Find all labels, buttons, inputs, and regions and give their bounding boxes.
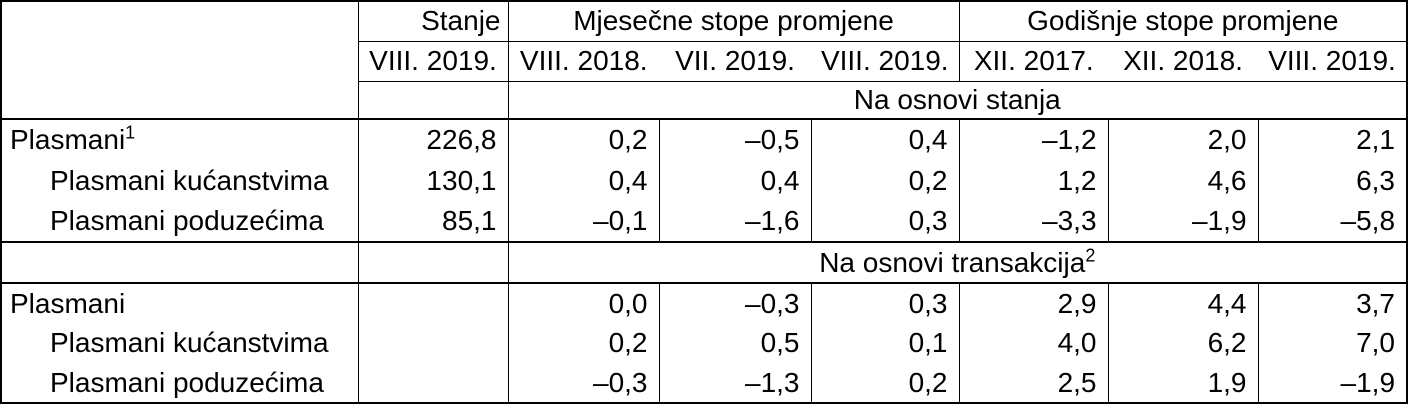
value-cell: 1,2	[958, 160, 1109, 201]
value-cell: 2,9	[958, 283, 1109, 323]
value-cell: –0,1	[507, 201, 659, 242]
row-label-text: Plasmani kućanstvima	[50, 327, 329, 358]
value-cell	[357, 363, 508, 403]
col-header-stanje-date: VIII. 2019.	[357, 41, 508, 82]
row-label-footnote: 1	[125, 122, 136, 143]
annual-group-header: Godišnje stope promjene	[958, 1, 1408, 42]
value-cell: –1,3	[658, 363, 811, 403]
col-header-annual-date-2: XII. 2018.	[1108, 41, 1259, 82]
value-cell: 1,9	[1107, 363, 1259, 403]
value-cell: –0,3	[507, 363, 659, 403]
value-cell: 0,2	[810, 160, 960, 201]
row-label-text: Plasmani	[10, 287, 126, 319]
value-cell	[357, 283, 508, 323]
table-row: Plasmani 0,0 –0,3 0,3 2,9 4,4 3,7	[1, 283, 1408, 323]
value-cell: 0,4	[507, 160, 659, 201]
value-cell: –5,8	[1257, 201, 1408, 242]
table-row: Plasmani1 226,8 0,2 –0,5 0,4 –1,2 2,0 2,…	[1, 119, 1408, 160]
value-cell: 2,1	[1257, 119, 1408, 160]
value-cell: 0,3	[810, 201, 960, 242]
value-cell: –3,3	[958, 201, 1109, 242]
value-cell: –1,9	[1107, 201, 1259, 242]
row-label-text: Plasmani poduzećima	[50, 205, 324, 236]
value-cell: 4,0	[958, 323, 1109, 363]
table-row: Plasmani kućanstvima 0,2 0,5 0,1 4,0 6,2…	[1, 323, 1408, 363]
value-cell: 0,2	[507, 119, 659, 160]
stanje-group-header: Stanje	[357, 1, 508, 42]
table-row: Plasmani kućanstvima 130,1 0,4 0,4 0,2 1…	[1, 160, 1408, 201]
empty-cell	[1, 241, 358, 284]
value-cell: –1,9	[1257, 363, 1408, 403]
row-label-text: Plasmani poduzećima	[50, 366, 324, 398]
value-cell: 0,4	[810, 119, 960, 160]
table-row: Plasmani poduzećima –0,3 –1,3 0,2 2,5 1,…	[1, 363, 1408, 403]
monthly-group-header: Mjesečne stope promjene	[507, 1, 960, 42]
value-cell: –0,3	[658, 283, 811, 323]
section-header-stanja: Na osnovi stanja	[1, 81, 1408, 120]
section-title-text: Na osnovi stanja	[853, 83, 1061, 115]
value-cell: –1,6	[658, 201, 811, 242]
value-cell: 2,0	[1107, 119, 1259, 160]
value-cell: –1,2	[958, 119, 1109, 160]
value-cell: 0,1	[810, 323, 960, 363]
row-label: Plasmani kućanstvima	[1, 323, 358, 363]
section-header-transakcija: Na osnovi transakcija2	[1, 241, 1408, 284]
row-label: Plasmani kućanstvima	[1, 160, 358, 201]
value-cell: 0,4	[658, 160, 811, 201]
col-header-monthly-date-3: VIII. 2019.	[811, 41, 960, 82]
value-cell: –0,5	[658, 119, 811, 160]
empty-cell	[357, 81, 508, 120]
row-label: Plasmani poduzećima	[1, 363, 358, 403]
value-cell: 0,2	[810, 363, 960, 403]
value-cell: 4,6	[1107, 160, 1259, 201]
col-header-annual-date-1: XII. 2017.	[958, 41, 1109, 82]
value-cell: 0,5	[658, 323, 811, 363]
empty-cell	[357, 241, 508, 284]
value-cell: 0,2	[507, 323, 659, 363]
corner-cell	[1, 1, 358, 120]
section-title-transakcija: Na osnovi transakcija2	[507, 241, 1408, 284]
row-label: Plasmani	[1, 283, 358, 323]
col-header-monthly-date-2: VII. 2019.	[659, 41, 811, 82]
value-cell: 6,2	[1107, 323, 1259, 363]
value-cell: 0,3	[810, 283, 960, 323]
col-header-monthly-date-1: VIII. 2018.	[507, 41, 659, 82]
value-cell: 0,0	[507, 283, 659, 323]
row-label: Plasmani1	[1, 119, 358, 160]
value-cell: 7,0	[1257, 323, 1408, 363]
value-cell: 85,1	[357, 201, 508, 242]
section-title-footnote: 2	[1085, 245, 1096, 266]
section-title-stanja: Na osnovi stanja	[507, 81, 1408, 120]
value-cell: 130,1	[357, 160, 508, 201]
header-row-dates: VIII. 2019. VIII. 2018. VII. 2019. VIII.…	[1, 41, 1408, 82]
value-cell: 4,4	[1107, 283, 1259, 323]
row-label: Plasmani poduzećima	[1, 201, 358, 242]
table-row: Plasmani poduzećima 85,1 –0,1 –1,6 0,3 –…	[1, 201, 1408, 242]
col-header-annual-date-3: VIII. 2019.	[1258, 41, 1408, 82]
row-label-text: Plasmani kućanstvima	[50, 164, 329, 196]
value-cell	[357, 323, 508, 363]
section-title-text: Na osnovi transakcija	[819, 246, 1086, 278]
value-cell: 6,3	[1257, 160, 1408, 201]
header-row-groups: Stanje Mjesečne stope promjene Godišnje …	[1, 1, 1408, 120]
value-cell: 226,8	[357, 119, 508, 160]
value-cell: 3,7	[1257, 283, 1408, 323]
value-cell: 2,5	[958, 363, 1109, 403]
row-label-text: Plasmani	[10, 124, 126, 155]
